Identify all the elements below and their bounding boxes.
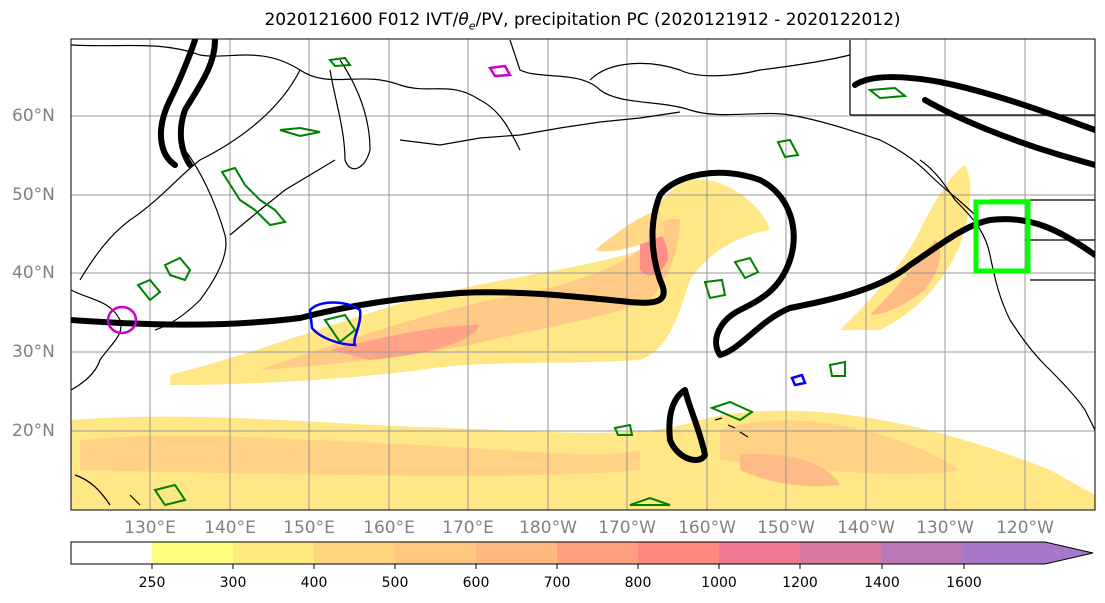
colorbar-tick-label: 250 [138, 575, 166, 591]
colorbar-segment [557, 542, 638, 564]
colorbar-tick-label: 1200 [782, 575, 818, 591]
theta-contour-blue [308, 301, 362, 347]
colorbar-segment [882, 542, 964, 564]
lon-label-140e: 140°E [204, 518, 256, 538]
lon-label-130w: 130°W [916, 518, 974, 538]
colorbar-outline [70, 541, 1094, 565]
colorbar-tick-label: 1400 [864, 575, 900, 591]
colorbar-segment [233, 542, 314, 564]
ivt-core-southeast [740, 454, 840, 487]
ivt-ar-tongue [595, 210, 665, 252]
colorbar-tick-label: 400 [300, 575, 328, 591]
lon-label-150w: 150°W [757, 518, 815, 538]
lat-label-40n: 40°N [12, 263, 55, 283]
ivt-ar-core [330, 325, 480, 360]
lon-label-180w: 180°W [519, 518, 577, 538]
lon-label-170w: 170°W [598, 518, 656, 538]
colorbar-tick-label: 600 [462, 575, 490, 591]
colorbar-segment [719, 542, 800, 564]
lat-label-50n: 50°N [12, 185, 55, 205]
colorbar-tick-label: 800 [624, 575, 652, 591]
colorbar-extend-arrow [964, 542, 1093, 564]
ivt-ar-middle [260, 218, 680, 370]
ivt-east-outer [840, 165, 971, 330]
colorbar-tick-label: 500 [381, 575, 409, 591]
colorbar-ticks [151, 564, 965, 569]
lon-label-140w: 140°W [837, 518, 895, 538]
lon-label-160w: 160°W [678, 518, 736, 538]
precip-contours [136, 56, 908, 507]
figure-title: 2020121600 F012 IVT/θe/PV, precipitation… [0, 10, 1105, 32]
pv-contours [71, 39, 1095, 463]
colorbar-segment [71, 542, 152, 564]
lon-label-150e: 150°E [283, 518, 335, 538]
lat-label-30n: 30°N [12, 342, 55, 362]
graticule [71, 39, 1095, 510]
colorbar-segment [395, 542, 476, 564]
theta-contour-magenta [106, 305, 138, 335]
title-prefix: 2020121600 F012 IVT/ [264, 10, 459, 30]
colorbar-segment [800, 542, 882, 564]
highlight-box [973, 199, 1031, 274]
title-theta-sub: e [468, 19, 476, 33]
colorbar [70, 541, 1094, 569]
lon-label-160e: 160°E [363, 518, 415, 538]
colorbar-tick-label: 700 [543, 575, 571, 591]
colorbar-tick-label: 1600 [946, 575, 982, 591]
colorbar-segment [638, 542, 719, 564]
colorbar-segment [152, 542, 233, 564]
map-frame [70, 38, 1096, 511]
lon-label-170e: 170°E [442, 518, 494, 538]
lon-label-120w: 120°W [996, 518, 1054, 538]
theta-contour-magenta-north [487, 64, 513, 78]
colorbar-tick-label: 1000 [701, 575, 737, 591]
theta-contour-blue-small [790, 373, 807, 387]
lat-label-20n: 20°N [12, 421, 55, 441]
colorbar-segment [476, 542, 557, 564]
lat-label-60n: 60°N [12, 106, 55, 126]
theta-contours [106, 64, 807, 387]
title-suffix: /PV, precipitation PC (2020121912 - 2020… [475, 10, 901, 30]
lon-label-130e: 130°E [124, 518, 176, 538]
ivt-band-south-inner [80, 435, 640, 476]
colorbar-segment [314, 542, 395, 564]
title-theta: θ [458, 10, 469, 30]
colorbar-tick-label: 300 [219, 575, 247, 591]
